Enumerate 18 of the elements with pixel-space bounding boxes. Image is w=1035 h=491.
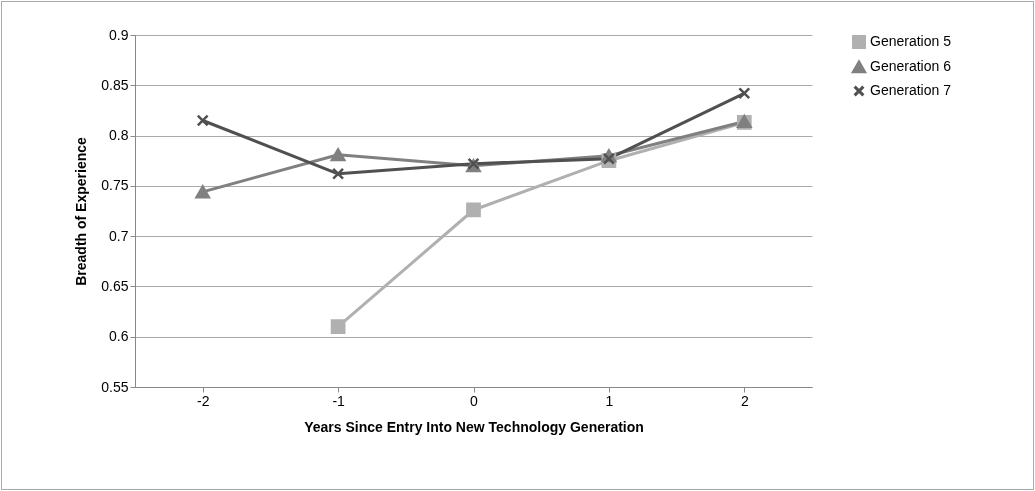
x-tick-label: -2 — [196, 392, 210, 409]
y-tick-label: 0.8 — [109, 127, 129, 144]
x-tick-label: 1 — [605, 392, 614, 409]
legend-label: Generation 5 — [870, 33, 952, 49]
y-tick-label: 0.9 — [109, 26, 129, 43]
legend-label: Generation 6 — [870, 58, 952, 74]
x-tick-label: -1 — [332, 392, 346, 409]
x-tick-label: 2 — [740, 392, 749, 409]
y-tick-label: 0.55 — [101, 378, 129, 395]
x-axis-title: Years Since Entry Into New Technology Generation — [304, 418, 644, 435]
x-tick-label: 0 — [470, 392, 479, 409]
y-tick-label: 0.75 — [101, 177, 129, 194]
legend-label: Generation 7 — [870, 82, 952, 98]
y-tick-label: 0.65 — [101, 277, 129, 294]
y-tick-label: 0.7 — [109, 227, 129, 244]
y-tick-label: 0.6 — [109, 328, 129, 345]
y-axis-title: Breadth of Experience — [73, 136, 90, 286]
y-tick-label: 0.85 — [101, 76, 129, 93]
